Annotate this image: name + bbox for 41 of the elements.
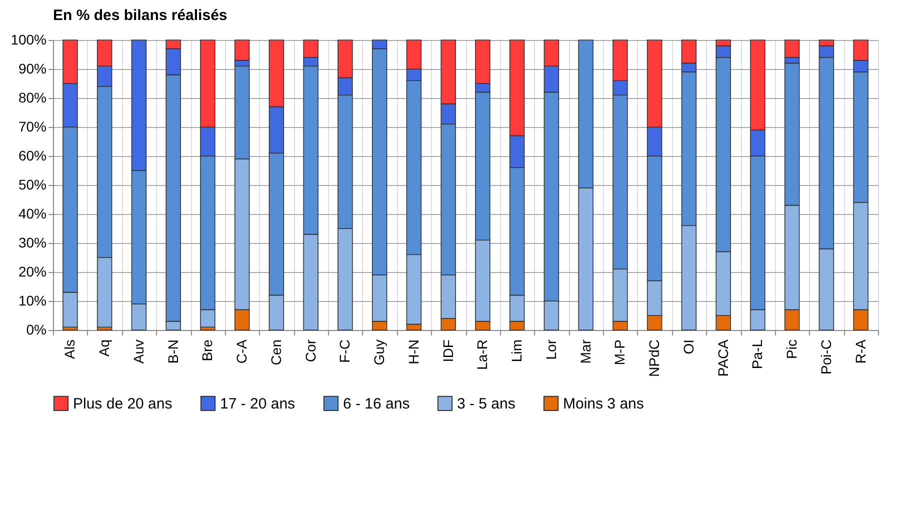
y-tick-label: 50% <box>18 176 46 192</box>
x-tick-label: Poi-C <box>818 340 834 375</box>
x-tick-label: La-R <box>474 340 490 370</box>
x-tick-label: OI <box>680 340 696 354</box>
x-tick-label: Pic <box>784 340 800 359</box>
legend-label: 3 - 5 ans <box>457 395 516 412</box>
x-tick-label: Pa-L <box>749 339 766 370</box>
x-tick-label: Cor <box>302 339 318 362</box>
y-tick-label: 40% <box>18 206 46 222</box>
y-tick-label: 80% <box>18 90 46 106</box>
x-tick-label: Als <box>62 340 78 359</box>
x-tick-label: Mar <box>577 339 594 364</box>
x-tick-label: F-C <box>336 340 353 363</box>
x-tick-label: PACA <box>714 338 731 377</box>
x-tick-label: C-A <box>234 338 250 364</box>
x-tick-label: Guy <box>371 340 388 366</box>
chart-title: En % des bilans réalisés <box>53 7 228 24</box>
x-tick-label: Lim <box>508 340 525 362</box>
legend-label: 17 - 20 ans <box>220 395 296 412</box>
x-tick-label: Bre <box>199 339 216 362</box>
y-tick-label: 0% <box>26 322 46 338</box>
x-tick-label: R-A <box>852 338 868 364</box>
x-tick-label: M-P <box>612 340 628 366</box>
legend-label: Moins 3 ans <box>563 395 644 412</box>
x-tick-label: H-N <box>405 340 422 364</box>
legend-label: 6 - 16 ans <box>343 395 410 412</box>
x-tick-label: IDF <box>440 340 456 362</box>
x-tick-label: NPdC <box>646 340 662 377</box>
y-tick-label: 90% <box>18 60 46 76</box>
x-tick-label: Cen <box>268 340 284 366</box>
x-tick-label: Aq <box>96 340 112 357</box>
y-tick-label: 70% <box>18 118 46 134</box>
y-tick-label: 60% <box>18 148 46 164</box>
x-tick-label: Lor <box>542 339 559 360</box>
y-tick-label: 20% <box>18 264 46 280</box>
x-tick-label: B-N <box>164 340 181 364</box>
x-tick-label: Auv <box>130 340 146 364</box>
y-tick-label: 10% <box>18 292 46 308</box>
y-tick-label: 100% <box>10 32 46 48</box>
legend-label: Plus de 20 ans <box>73 395 172 412</box>
y-tick-label: 30% <box>18 234 46 250</box>
